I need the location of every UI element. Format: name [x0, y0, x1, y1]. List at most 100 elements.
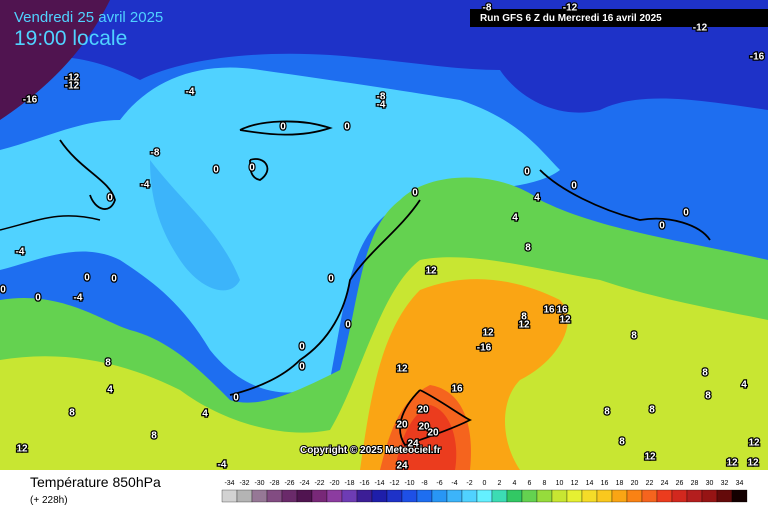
legend-label: 22	[646, 480, 654, 487]
legend-swatch	[656, 489, 673, 503]
legend-label: -12	[389, 480, 399, 487]
contour-label: -4	[377, 100, 386, 111]
contour-label: -4	[186, 87, 195, 98]
legend-label: -18	[344, 480, 354, 487]
legend-swatch	[611, 489, 628, 503]
contour-label: 4	[202, 409, 208, 420]
legend-label: 32	[721, 480, 729, 487]
legend-swatch	[566, 489, 583, 503]
contour-label: 0	[249, 163, 255, 174]
contour-label: 0	[35, 293, 41, 304]
legend-label: 6	[528, 480, 532, 487]
legend-swatch	[446, 489, 463, 503]
legend-swatch	[626, 489, 643, 503]
legend-label: 0	[483, 480, 487, 487]
contour-label: -8	[151, 148, 160, 159]
legend-swatch	[551, 489, 568, 503]
legend-label: -8	[421, 480, 427, 487]
contour-label: 0	[213, 165, 219, 176]
contour-label: -8	[377, 92, 386, 103]
legend-swatch	[311, 489, 328, 503]
time-label: 19:00 locale	[14, 27, 127, 50]
contour-label: 4	[741, 380, 747, 391]
legend-swatch	[536, 489, 553, 503]
legend-swatch	[731, 489, 748, 503]
contour-label: -16	[750, 52, 765, 63]
legend-label: 14	[586, 480, 594, 487]
contour-label: -12	[693, 23, 708, 34]
legend-swatch	[521, 489, 538, 503]
contour-label: -4	[141, 180, 150, 191]
contour-label: 12	[518, 320, 530, 331]
contour-label: 8	[631, 331, 637, 342]
contour-label: 0	[299, 342, 305, 353]
legend-swatch	[416, 489, 433, 503]
legend-swatch	[221, 489, 238, 503]
legend-swatch	[386, 489, 403, 503]
legend-label: -30	[254, 480, 264, 487]
legend-swatch	[281, 489, 298, 503]
contour-label: 8	[105, 358, 111, 369]
contour-label: 0	[683, 208, 689, 219]
legend-label: 8	[543, 480, 547, 487]
footer-lead: (+ 228h)	[30, 495, 68, 506]
legend-label: 18	[616, 480, 624, 487]
legend-label: 26	[676, 480, 684, 487]
legend-swatch	[671, 489, 688, 503]
legend-swatch	[581, 489, 598, 503]
contour-label: 12	[748, 438, 760, 449]
contour-label: 16	[451, 384, 463, 395]
legend-label: 4	[513, 480, 517, 487]
legend-label: -22	[314, 480, 324, 487]
contour-label: 12	[482, 328, 494, 339]
contour-label: 8	[705, 391, 711, 402]
contour-label: 0	[524, 167, 530, 178]
legend-swatch	[596, 489, 613, 503]
contour-label: 0	[233, 393, 239, 404]
contour-label: 0	[344, 122, 350, 133]
contour-label: 12	[425, 266, 437, 277]
contour-label: 12	[16, 444, 28, 455]
contour-label: -4	[218, 460, 227, 471]
legend-swatch	[641, 489, 658, 503]
contour-label: 0	[280, 122, 286, 133]
legend-label: -4	[451, 480, 457, 487]
run-banner	[470, 9, 768, 27]
contour-label: 0	[299, 362, 305, 373]
contour-label: 0	[345, 320, 351, 331]
contour-label: 0	[412, 188, 418, 199]
legend-label: -10	[404, 480, 414, 487]
contour-label: 8	[521, 312, 527, 323]
legend-swatch	[716, 489, 733, 503]
contour-label: 24	[396, 461, 408, 472]
legend-swatch	[371, 489, 388, 503]
legend-swatch	[341, 489, 358, 503]
footer-title: Température 850hPa	[30, 474, 161, 490]
contour-label: -4	[16, 247, 25, 258]
contour-label: 20	[418, 422, 430, 433]
contour-label: 0	[571, 181, 577, 192]
contour-label: -4	[74, 293, 83, 304]
legend-label: -6	[436, 480, 442, 487]
contour-label: 12	[396, 364, 408, 375]
legend-label: 24	[661, 480, 669, 487]
contour-label: 4	[107, 385, 113, 396]
legend-label: 2	[498, 480, 502, 487]
contour-label: 12	[644, 452, 656, 463]
contour-label: -16	[477, 343, 492, 354]
legend-label: -26	[284, 480, 294, 487]
contour-label: 12	[559, 315, 571, 326]
contour-label: 0	[0, 285, 6, 296]
run-label: Run GFS 6 Z du Mercredi 16 avril 2025	[480, 13, 662, 24]
legend-label: -16	[359, 480, 369, 487]
legend-swatch	[461, 489, 478, 503]
legend-label: -20	[329, 480, 339, 487]
contour-label: -12	[563, 3, 578, 14]
copyright: Copyright © 2025 Meteociel.fr	[300, 445, 441, 456]
legend-swatch	[686, 489, 703, 503]
contour-label: 20	[417, 405, 429, 416]
contour-label: 16	[556, 305, 568, 316]
contour-label: -8	[483, 3, 492, 14]
